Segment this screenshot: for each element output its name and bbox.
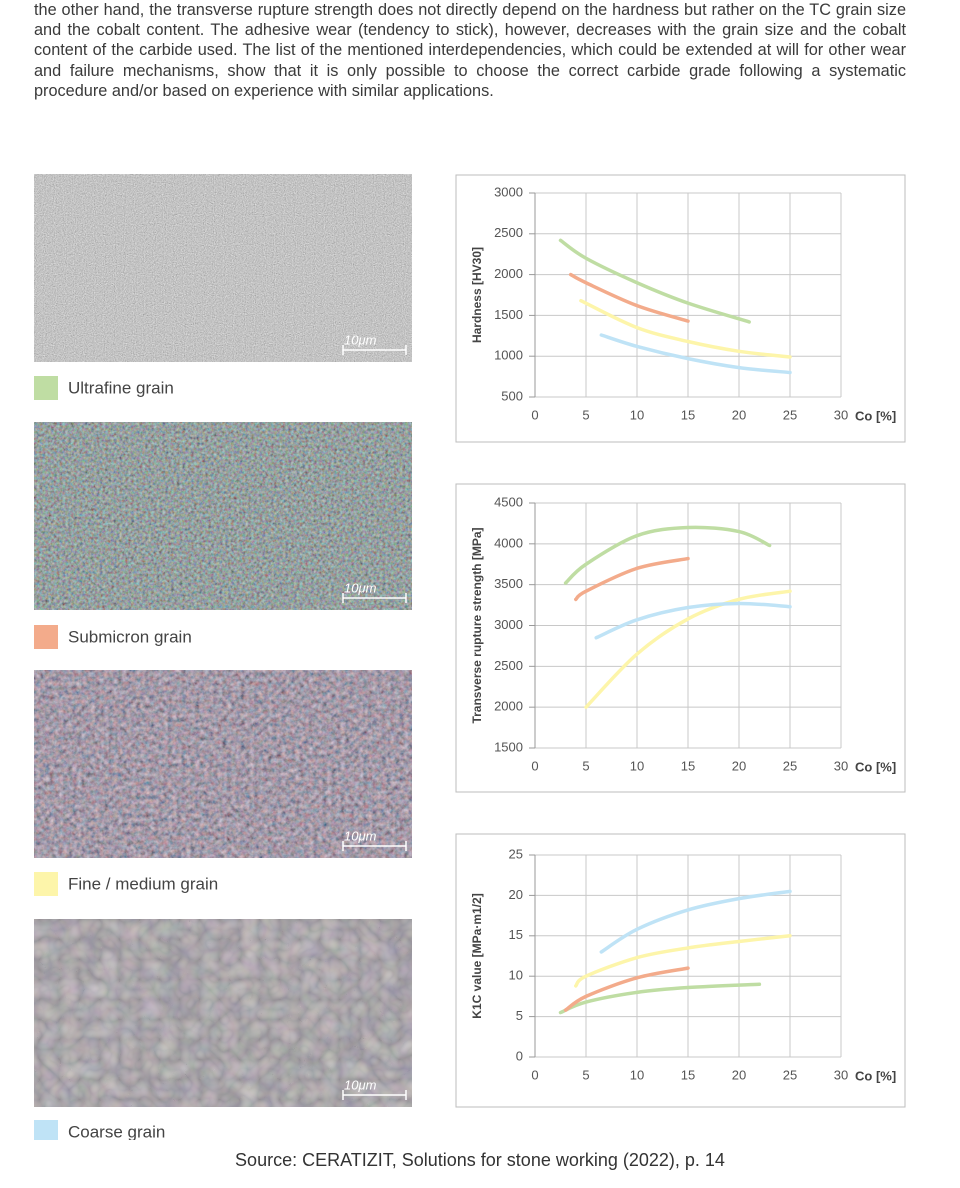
- legend-label: Fine / medium grain: [68, 874, 218, 893]
- series-line: [563, 966, 690, 1012]
- micrograph: [34, 919, 412, 1107]
- y-axis-label: K1C value [MPa·m1/2]: [470, 893, 484, 1018]
- y-tick-label: 25: [509, 846, 523, 861]
- legend-swatch: [34, 872, 58, 896]
- x-tick-label: 20: [732, 407, 746, 422]
- chart-frame: [455, 833, 906, 1108]
- x-tick-label: 10: [630, 758, 644, 773]
- x-tick-label: 5: [582, 407, 589, 422]
- series-line: [558, 982, 762, 1015]
- x-tick-label: 0: [531, 407, 538, 422]
- y-tick-label: 15: [509, 927, 523, 942]
- x-tick-label: 25: [783, 1067, 797, 1082]
- legend-swatch: [34, 625, 58, 649]
- y-tick-label: 1000: [494, 348, 523, 363]
- series-line: [579, 298, 792, 359]
- y-tick-label: 1500: [494, 307, 523, 322]
- y-tick-label: 4000: [494, 535, 523, 550]
- micrographs: [34, 174, 412, 1107]
- series-line: [563, 525, 772, 585]
- series-line: [584, 589, 792, 709]
- series-line: [558, 238, 751, 324]
- y-tick-label: 1500: [494, 739, 523, 754]
- x-axis-label: Co [%]: [855, 759, 896, 774]
- series-line: [594, 601, 792, 640]
- series-line: [574, 934, 792, 988]
- x-tick-label: 25: [783, 758, 797, 773]
- source-note: Source: CERATIZIT, Solutions for stone w…: [235, 1150, 725, 1170]
- y-tick-label: 3000: [494, 617, 523, 632]
- y-tick-label: 3000: [494, 184, 523, 199]
- x-tick-label: 10: [630, 407, 644, 422]
- x-tick-label: 30: [834, 758, 848, 773]
- x-tick-label: 20: [732, 1067, 746, 1082]
- y-tick-label: 10: [509, 968, 523, 983]
- scale-label: 10μm: [344, 828, 377, 843]
- x-tick-label: 30: [834, 1067, 848, 1082]
- y-tick-label: 2500: [494, 658, 523, 673]
- series-line: [599, 889, 792, 954]
- legend-swatch: [34, 376, 58, 400]
- legend-label: Coarse grain: [68, 1122, 165, 1140]
- y-tick-label: 2000: [494, 266, 523, 281]
- y-tick-label: 4500: [494, 494, 523, 509]
- body-text: the other hand, the transverse rupture s…: [34, 1, 906, 100]
- y-tick-label: 20: [509, 887, 523, 902]
- series-line: [568, 272, 690, 323]
- series-line: [599, 333, 792, 375]
- x-axis-label: Co [%]: [855, 408, 896, 423]
- chart-frame: [455, 483, 906, 793]
- legend-label: Ultrafine grain: [68, 378, 174, 397]
- micrograph: [34, 422, 412, 610]
- chart: 500 1000 1500 2000 2500 3000 0 5 10 15 20 25 30 Co [%…: [455, 174, 906, 443]
- x-tick-label: 5: [582, 758, 589, 773]
- figure: 10μm 10μm 10μm 10μm Ultrafine grain Submicron…: [34, 174, 906, 1140]
- y-axis-label: Hardness [HV30]: [470, 247, 484, 343]
- chart: 0 5 10 15 20 25 0 5 10 15 20 25 30 Co [%] K1C value [M…: [455, 833, 906, 1108]
- x-tick-label: 0: [531, 758, 538, 773]
- y-tick-label: 0: [516, 1048, 523, 1063]
- scale-label: 10μm: [344, 580, 377, 595]
- micrograph: [34, 670, 412, 858]
- x-tick-label: 10: [630, 1067, 644, 1082]
- chart-frame: [455, 174, 906, 443]
- y-tick-label: 2000: [494, 699, 523, 714]
- chart: 1500 2000 2500 3000 3500 4000 4500 0 5 10 15 20 25 30…: [455, 483, 906, 793]
- scale-label: 10μm: [344, 332, 377, 347]
- x-tick-label: 15: [681, 1067, 695, 1082]
- y-tick-label: 500: [501, 388, 523, 403]
- x-tick-label: 15: [681, 407, 695, 422]
- y-axis-label: Transverse rupture strength [MPa]: [470, 527, 484, 723]
- legend-label: Submicron grain: [68, 627, 192, 646]
- y-tick-label: 5: [516, 1008, 523, 1023]
- legend-swatch: [34, 1120, 58, 1140]
- micrograph: [34, 174, 412, 362]
- y-tick-label: 3500: [494, 576, 523, 591]
- x-tick-label: 20: [732, 758, 746, 773]
- x-tick-label: 5: [582, 1067, 589, 1082]
- x-tick-label: 15: [681, 758, 695, 773]
- y-tick-label: 2500: [494, 225, 523, 240]
- x-tick-label: 30: [834, 407, 848, 422]
- series-line: [574, 556, 690, 602]
- x-tick-label: 25: [783, 407, 797, 422]
- x-axis-label: Co [%]: [855, 1068, 896, 1083]
- scale-label: 10μm: [344, 1077, 377, 1092]
- x-tick-label: 0: [531, 1067, 538, 1082]
